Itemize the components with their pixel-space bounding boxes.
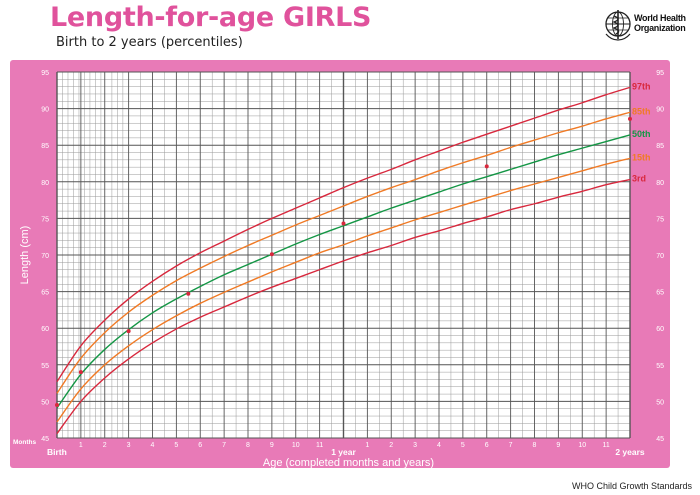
data-point — [186, 291, 191, 296]
y-tick-label-right: 45 — [656, 436, 664, 443]
y-tick-label-right: 85 — [656, 143, 664, 150]
series-line-97th — [56, 86, 631, 383]
who-emblem-icon — [605, 10, 631, 41]
x-tick-label: 5 — [174, 442, 178, 449]
y-tick-label-right: 90 — [656, 107, 664, 114]
y-tick-label-left: 75 — [41, 216, 49, 223]
x-tick-label: 6 — [485, 442, 489, 449]
series-label-50th: 50th — [632, 129, 651, 139]
chart-subtitle: Birth to 2 years (percentiles) — [56, 35, 243, 50]
y-tick-label-right: 75 — [656, 216, 664, 223]
y-tick-label-right: 95 — [656, 70, 664, 77]
who-org-name: World Health Organization — [634, 13, 686, 33]
data-point — [126, 329, 131, 334]
x-tick-label: 8 — [533, 442, 537, 449]
x-tick-label: 2 years — [615, 447, 645, 457]
y-tick-label-right: 55 — [656, 363, 664, 370]
series-line-50th — [56, 134, 631, 409]
data-point — [484, 164, 489, 169]
x-tick-label: 4 — [151, 442, 155, 449]
y-tick-label-left: 65 — [41, 290, 49, 297]
x-tick-label: Birth — [47, 447, 67, 457]
x-tick-label: 1 — [365, 442, 369, 449]
y-tick-label-right: 70 — [656, 253, 664, 260]
data-point — [78, 370, 83, 375]
y-tick-label-left: 80 — [41, 180, 49, 187]
series-line-85th — [56, 111, 631, 394]
x-tick-label: 4 — [437, 442, 441, 449]
x-tick-label: 8 — [246, 442, 250, 449]
data-point — [628, 116, 632, 121]
y-tick-label-right: 50 — [656, 399, 664, 406]
x-tick-label: 11 — [316, 442, 323, 449]
x-tick-label: 7 — [222, 442, 226, 449]
footer-credit: WHO Child Growth Standards — [571, 481, 692, 491]
x-tick-label: 2 — [103, 442, 107, 449]
y-tick-label-right: 65 — [656, 290, 664, 297]
x-tick-label: 11 — [602, 442, 609, 449]
series-label-85th: 85th — [632, 106, 651, 116]
y-axis-label: Length (cm) — [19, 226, 31, 285]
data-point — [55, 403, 59, 408]
x-tick-label: 3 — [127, 442, 131, 449]
x-tick-label: 3 — [413, 442, 417, 449]
y-tick-label-left: 55 — [41, 363, 49, 370]
chart-title: Length-for-age GIRLS — [50, 2, 372, 33]
data-point — [341, 221, 346, 226]
x-tick-label: 5 — [461, 442, 465, 449]
x-tick-label: 9 — [270, 442, 274, 449]
y-tick-label-right: 80 — [656, 180, 664, 187]
y-tick-label-left: 45 — [41, 436, 49, 443]
chart-area: 97th 85th 50th 15th 3rd 45 45 50 50 55 55 60 60 65 65 7… — [10, 60, 670, 469]
x-tick-label: 10 — [292, 442, 300, 449]
y-tick-label-left: 90 — [41, 107, 49, 114]
x-tick-label: 1 — [79, 442, 83, 449]
y-tick-label-right: 60 — [656, 326, 664, 333]
x-tick-label: 10 — [578, 442, 586, 449]
who-logo: World Health Organization — [603, 8, 699, 44]
x-unit-label: Months — [13, 439, 36, 446]
y-tick-label-left: 85 — [41, 143, 49, 150]
series-line-3rd — [56, 178, 631, 435]
series-line-15th — [56, 157, 631, 423]
y-tick-label-left: 70 — [41, 253, 49, 260]
series-label-15th: 15th — [632, 152, 651, 162]
y-tick-label-left: 95 — [41, 70, 49, 77]
x-tick-label: 7 — [509, 442, 513, 449]
y-tick-label-left: 60 — [41, 326, 49, 333]
data-point — [269, 252, 274, 257]
x-tick-label: 6 — [198, 442, 202, 449]
series-label-97th: 97th — [632, 81, 651, 91]
series-label-3rd: 3rd — [632, 174, 646, 184]
x-tick-label: 9 — [556, 442, 560, 449]
x-tick-label: 2 — [389, 442, 393, 449]
x-tick-label: 1 year — [331, 447, 356, 457]
x-axis-label: Age (completed months and years) — [263, 457, 434, 468]
y-tick-label-left: 50 — [41, 399, 49, 406]
